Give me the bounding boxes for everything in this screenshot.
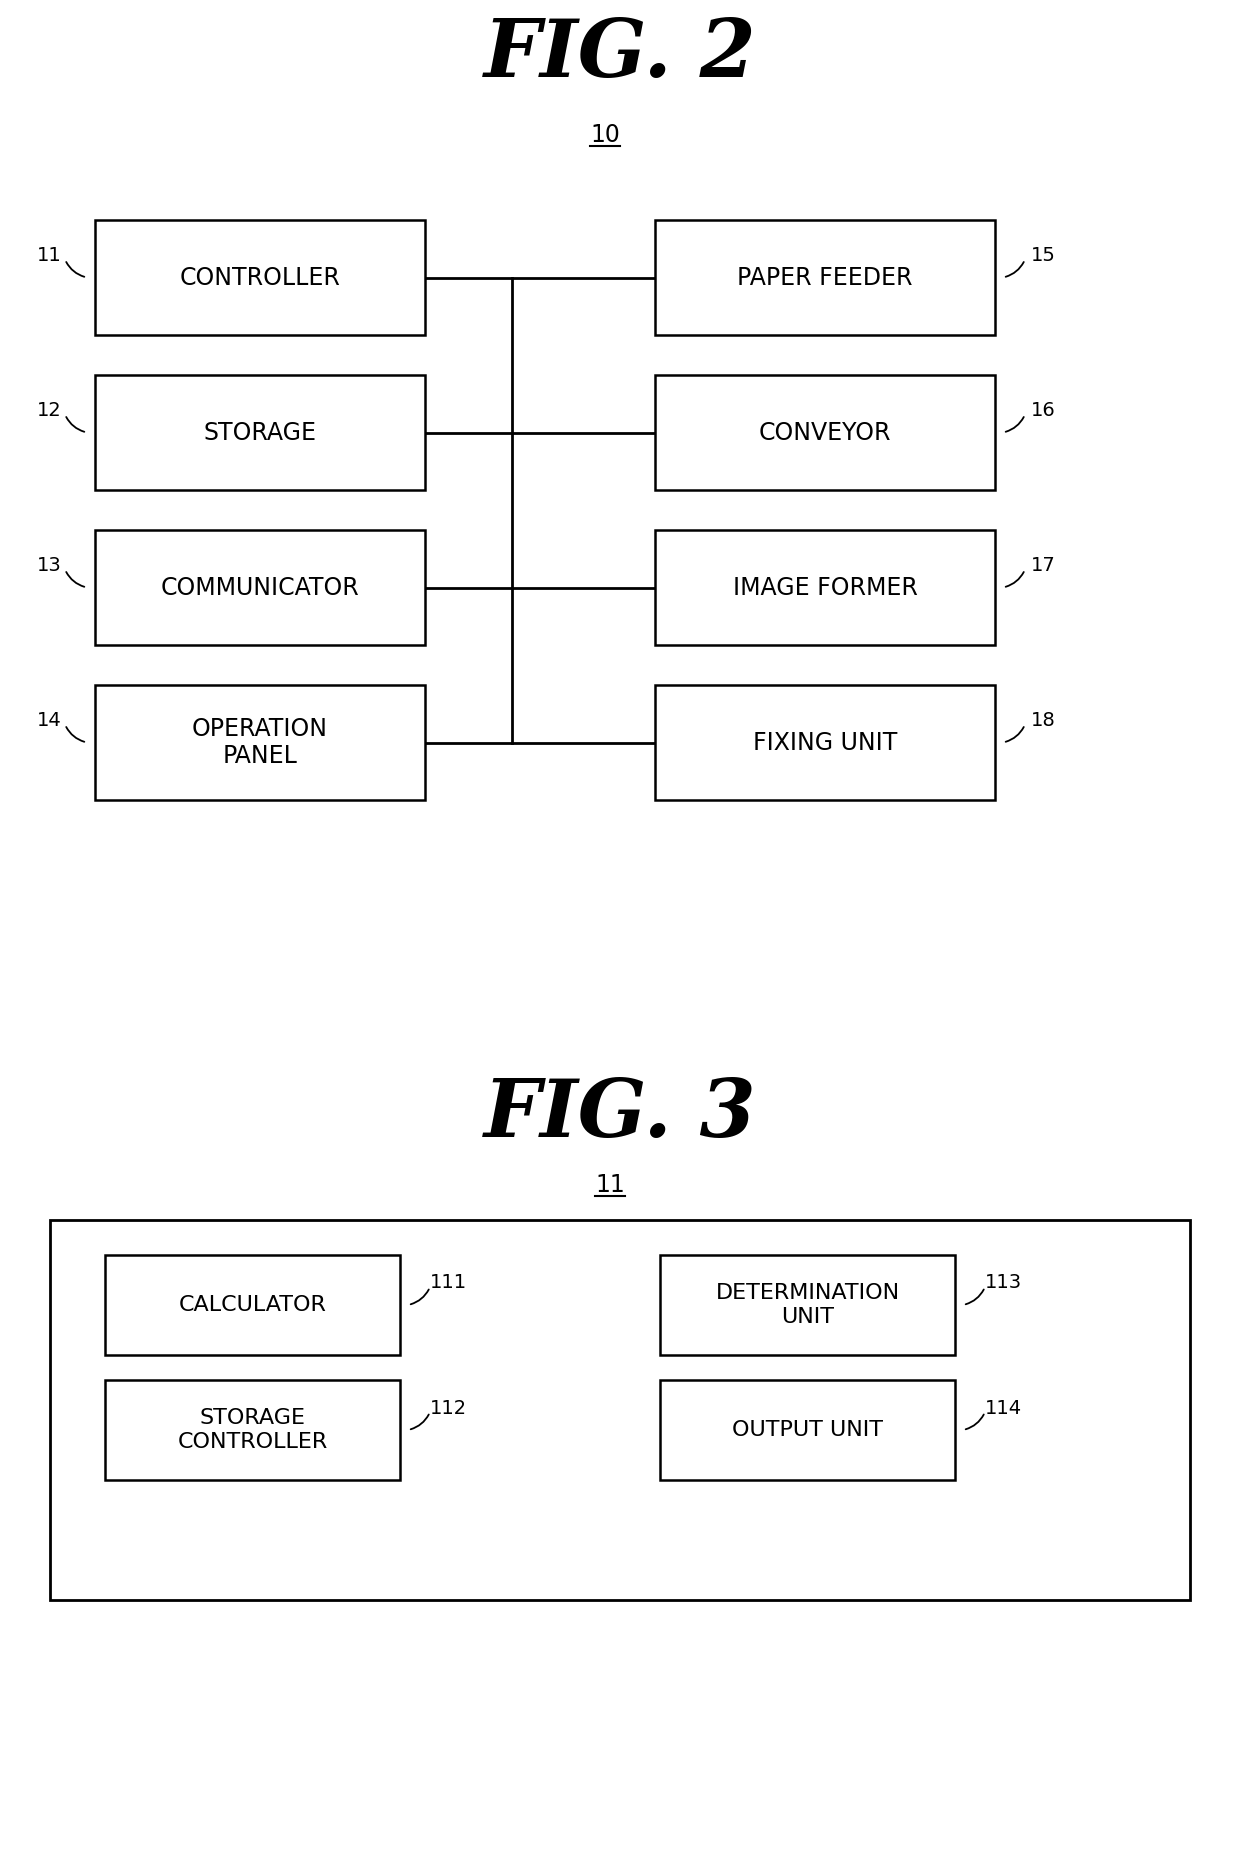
Text: 111: 111 [429, 1274, 466, 1292]
FancyBboxPatch shape [105, 1379, 401, 1479]
Text: 17: 17 [1030, 556, 1055, 575]
Text: 113: 113 [985, 1274, 1022, 1292]
Text: PAPER FEEDER: PAPER FEEDER [738, 265, 913, 289]
Text: CALCULATOR: CALCULATOR [179, 1294, 326, 1314]
FancyBboxPatch shape [95, 530, 425, 645]
Text: STORAGE: STORAGE [203, 421, 316, 445]
Text: COMMUNICATOR: COMMUNICATOR [161, 575, 360, 599]
Text: 11: 11 [37, 247, 61, 265]
Text: 114: 114 [985, 1398, 1022, 1418]
FancyBboxPatch shape [50, 1220, 1190, 1600]
Text: OPERATION
PANEL: OPERATION PANEL [192, 717, 329, 768]
Text: FIXING UNIT: FIXING UNIT [753, 730, 898, 755]
FancyBboxPatch shape [655, 684, 994, 799]
Text: IMAGE FORMER: IMAGE FORMER [733, 575, 918, 599]
Text: 18: 18 [1030, 710, 1055, 730]
Text: FIG. 2: FIG. 2 [484, 17, 756, 95]
Text: CONTROLLER: CONTROLLER [180, 265, 341, 289]
Text: 16: 16 [1030, 400, 1055, 421]
FancyBboxPatch shape [95, 221, 425, 336]
FancyBboxPatch shape [95, 684, 425, 799]
FancyBboxPatch shape [660, 1255, 955, 1355]
Text: 13: 13 [37, 556, 61, 575]
Text: DETERMINATION
UNIT: DETERMINATION UNIT [715, 1283, 899, 1327]
Text: 10: 10 [590, 122, 620, 146]
Text: 112: 112 [429, 1398, 466, 1418]
Text: STORAGE
CONTROLLER: STORAGE CONTROLLER [177, 1409, 327, 1452]
Text: OUTPUT UNIT: OUTPUT UNIT [732, 1420, 883, 1441]
Text: 12: 12 [37, 400, 61, 421]
Text: CONVEYOR: CONVEYOR [759, 421, 892, 445]
Text: 15: 15 [1030, 247, 1055, 265]
Text: FIG. 3: FIG. 3 [484, 1077, 756, 1153]
FancyBboxPatch shape [95, 375, 425, 489]
FancyBboxPatch shape [660, 1379, 955, 1479]
Text: 11: 11 [595, 1174, 625, 1198]
FancyBboxPatch shape [105, 1255, 401, 1355]
FancyBboxPatch shape [655, 375, 994, 489]
Text: 14: 14 [37, 710, 61, 730]
FancyBboxPatch shape [655, 530, 994, 645]
FancyBboxPatch shape [655, 221, 994, 336]
